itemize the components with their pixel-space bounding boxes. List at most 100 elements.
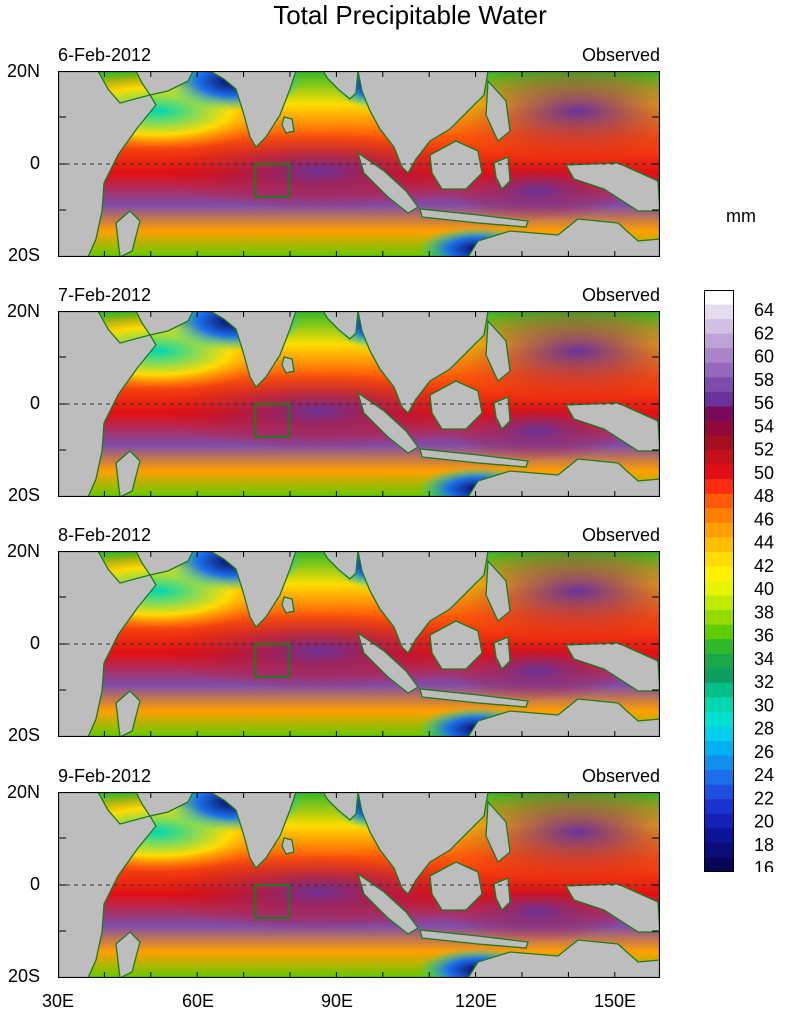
colorbar-swatch bbox=[704, 799, 734, 815]
lat-tick-label: 0 bbox=[29, 153, 40, 173]
colorbar-swatch bbox=[704, 304, 734, 320]
colorbar-swatch bbox=[704, 770, 734, 786]
precipitable-water-map bbox=[58, 792, 660, 978]
colorbar-swatch bbox=[704, 697, 734, 713]
colorbar-tick-label: 56 bbox=[754, 393, 774, 413]
lon-tick-label: 120E bbox=[454, 991, 498, 1011]
precipitable-water-map bbox=[58, 551, 660, 737]
colorbar-swatch bbox=[704, 333, 734, 349]
colorbar-swatch bbox=[704, 348, 734, 364]
colorbar-tick-label: 36 bbox=[754, 626, 774, 646]
colorbar-tick-label: 60 bbox=[754, 347, 774, 367]
colorbar-swatch bbox=[704, 319, 734, 335]
lat-tick-label: 0 bbox=[29, 633, 40, 653]
map-panel bbox=[58, 792, 660, 978]
colorbar-swatch bbox=[704, 493, 734, 509]
colorbar: 64 62 60 58 56 54 52 50 48 46 44 42 40 38 36 34 32 30 28 26… bbox=[704, 290, 774, 872]
lon-tick-label: 90E bbox=[320, 991, 354, 1011]
colorbar-swatch bbox=[704, 682, 734, 698]
colorbar-tick-label: 34 bbox=[754, 649, 774, 669]
colorbar-swatch bbox=[704, 711, 734, 727]
lon-tick-label: 150E bbox=[593, 991, 637, 1011]
colorbar-units-label: mm bbox=[726, 206, 756, 226]
lat-tick-label: 20S bbox=[7, 725, 40, 745]
colorbar-tick-label: 18 bbox=[754, 835, 774, 855]
colorbar-tick-label: 46 bbox=[754, 509, 774, 529]
colorbar-tick-label: 48 bbox=[754, 486, 774, 506]
lat-tick-label: 20S bbox=[7, 966, 40, 986]
colorbar-swatch bbox=[704, 508, 734, 524]
lat-tick-label: 20S bbox=[7, 245, 40, 265]
lat-tick-label: 20N bbox=[6, 61, 40, 81]
colorbar-tick-label: 32 bbox=[754, 672, 774, 692]
colorbar-tick-label: 16 bbox=[754, 858, 774, 872]
colorbar-swatch bbox=[704, 624, 734, 640]
lat-tick-label: 20N bbox=[6, 301, 40, 321]
lat-tick-label: 20N bbox=[6, 782, 40, 802]
panel-date-label: 8-Feb-2012 bbox=[58, 525, 152, 545]
colorbar-swatch bbox=[704, 842, 734, 858]
colorbar-swatch bbox=[704, 450, 734, 466]
colorbar-tick-label: 26 bbox=[754, 742, 774, 762]
colorbar-tick-label: 64 bbox=[754, 300, 774, 320]
chart-title: Total Precipitable Water bbox=[273, 0, 547, 30]
colorbar-tick-label: 30 bbox=[754, 695, 774, 715]
map-panel bbox=[58, 551, 660, 737]
colorbar-swatch bbox=[704, 537, 734, 553]
precipitable-water-map bbox=[58, 311, 660, 497]
lat-tick-label: 20S bbox=[7, 485, 40, 505]
map-panel bbox=[58, 71, 660, 257]
colorbar-swatch bbox=[704, 435, 734, 451]
colorbar-swatch bbox=[704, 610, 734, 626]
colorbar-swatch bbox=[704, 377, 734, 393]
colorbar-tick-label: 24 bbox=[754, 765, 774, 785]
colorbar-swatch bbox=[704, 522, 734, 538]
panel-observed-label: Observed bbox=[581, 45, 660, 65]
colorbar-tick-label: 28 bbox=[754, 719, 774, 739]
colorbar-swatch bbox=[704, 391, 734, 407]
panel-observed-label: Observed bbox=[581, 525, 660, 545]
colorbar-swatch bbox=[704, 464, 734, 480]
colorbar-tick-label: 22 bbox=[754, 788, 774, 808]
colorbar-swatch bbox=[704, 406, 734, 422]
colorbar-swatch bbox=[704, 479, 734, 495]
lat-tick-label: 20N bbox=[6, 541, 40, 561]
colorbar-tick-label: 52 bbox=[754, 440, 774, 460]
colorbar-tick-label: 44 bbox=[754, 533, 774, 553]
colorbar-swatch bbox=[704, 755, 734, 771]
lat-tick-label: 0 bbox=[29, 874, 40, 894]
colorbar-swatch bbox=[704, 581, 734, 597]
colorbar-swatch bbox=[704, 551, 734, 567]
precipitable-water-map bbox=[58, 71, 660, 257]
colorbar-tick-label: 38 bbox=[754, 602, 774, 622]
colorbar-swatch bbox=[704, 653, 734, 669]
colorbar-swatch bbox=[704, 595, 734, 611]
colorbar-swatch bbox=[704, 784, 734, 800]
colorbar-swatch bbox=[704, 828, 734, 844]
colorbar-tick-label: 50 bbox=[754, 463, 774, 483]
colorbar-swatch bbox=[704, 857, 734, 872]
colorbar-swatch bbox=[704, 741, 734, 757]
colorbar-tick-label: 62 bbox=[754, 323, 774, 343]
panel-date-label: 6-Feb-2012 bbox=[58, 45, 152, 65]
panel-date-label: 7-Feb-2012 bbox=[58, 285, 152, 305]
lat-tick-label: 0 bbox=[29, 393, 40, 413]
colorbar-swatch bbox=[704, 566, 734, 582]
colorbar-swatch bbox=[704, 639, 734, 655]
colorbar-tick-label: 20 bbox=[754, 812, 774, 832]
colorbar-swatch bbox=[704, 362, 734, 378]
colorbar-tick-label: 58 bbox=[754, 370, 774, 390]
colorbar-tick-label: 54 bbox=[754, 416, 774, 436]
map-panel bbox=[58, 311, 660, 497]
panel-observed-label: Observed bbox=[581, 766, 660, 786]
lon-tick-label: 30E bbox=[41, 991, 75, 1011]
colorbar-swatch bbox=[704, 726, 734, 742]
colorbar-swatch bbox=[704, 420, 734, 436]
colorbar-tick-label: 40 bbox=[754, 579, 774, 599]
colorbar-swatch bbox=[704, 813, 734, 829]
colorbar-swatch bbox=[704, 668, 734, 684]
panel-observed-label: Observed bbox=[581, 285, 660, 305]
lon-tick-label: 60E bbox=[181, 991, 215, 1011]
colorbar-tick-label: 42 bbox=[754, 556, 774, 576]
colorbar-swatch bbox=[704, 290, 734, 306]
